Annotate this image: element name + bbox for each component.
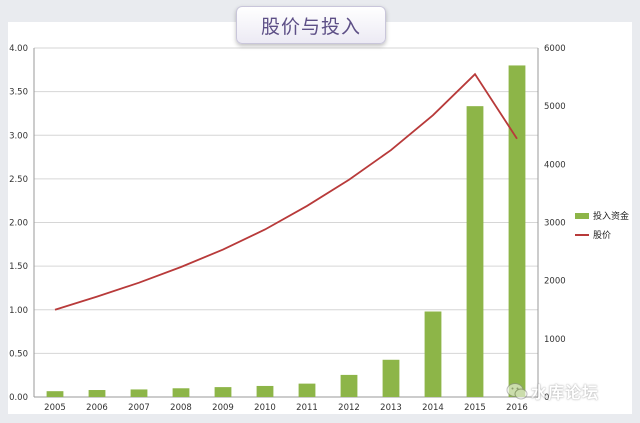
- y-right-tick-label: 2000: [544, 277, 566, 287]
- bar-2014: [424, 311, 442, 397]
- x-tick-label: 2013: [380, 403, 402, 413]
- bar-2016: [508, 65, 526, 397]
- y-left-tick-label: 0.50: [9, 349, 28, 359]
- y-right-tick-label: 4000: [544, 160, 566, 170]
- bar-2012: [340, 374, 358, 397]
- x-tick-label: 2009: [212, 403, 234, 413]
- y-right-tick-label: 6000: [544, 44, 566, 54]
- y-right-tick-label: 1000: [544, 335, 566, 345]
- y-left-tick-label: 3.00: [9, 131, 28, 141]
- y-left-tick-label: 2.00: [9, 219, 28, 229]
- x-tick-label: 2016: [506, 403, 528, 413]
- chart-title: 股价与投入: [260, 15, 361, 38]
- x-tick-label: 2006: [86, 403, 108, 413]
- y-left-tick-label: 3.50: [9, 88, 28, 98]
- x-tick-label: 2008: [170, 403, 192, 413]
- y-left-tick-label: 2.50: [9, 175, 28, 185]
- watermark-text: 水库论坛: [531, 383, 600, 402]
- bar-2007: [130, 389, 148, 397]
- chart-background: [8, 22, 632, 414]
- y-left-tick-label: 4.00: [9, 44, 28, 54]
- bar-2006: [88, 390, 106, 397]
- x-tick-label: 2005: [44, 403, 66, 413]
- watermark: 水库论坛: [506, 379, 599, 403]
- legend-swatch-investment: [575, 213, 589, 219]
- bar-2013: [382, 359, 400, 397]
- bar-2010: [256, 385, 274, 397]
- line-series-share-price: [54, 72, 518, 311]
- x-tick-label: 2012: [338, 403, 360, 413]
- x-tick-label: 2014: [422, 403, 444, 413]
- bar-2009: [214, 387, 232, 397]
- bar-2011: [298, 383, 316, 397]
- bar-2015: [466, 106, 484, 398]
- y-left-tick-label: 0.00: [9, 393, 28, 403]
- y-left-tick-label: 1.00: [9, 306, 28, 316]
- bar-2008: [172, 388, 190, 397]
- x-tick-label: 2011: [296, 403, 318, 413]
- y-left-tick-label: 1.50: [9, 262, 28, 272]
- y-right-tick-label: 0: [544, 393, 549, 403]
- wechat-icon: [506, 383, 528, 400]
- x-tick-label: 2007: [128, 403, 150, 413]
- y-right-tick-label: 3000: [544, 219, 566, 229]
- chart-title-box: 股价与投入: [236, 6, 386, 44]
- legend-label-investment: 投入资金: [593, 210, 629, 222]
- bar-2005: [46, 391, 64, 397]
- y-right-tick-label: 5000: [544, 102, 566, 112]
- x-tick-label: 2015: [464, 403, 486, 413]
- x-tick-label: 2010: [254, 403, 276, 413]
- legend-label-price: 股价: [593, 230, 611, 241]
